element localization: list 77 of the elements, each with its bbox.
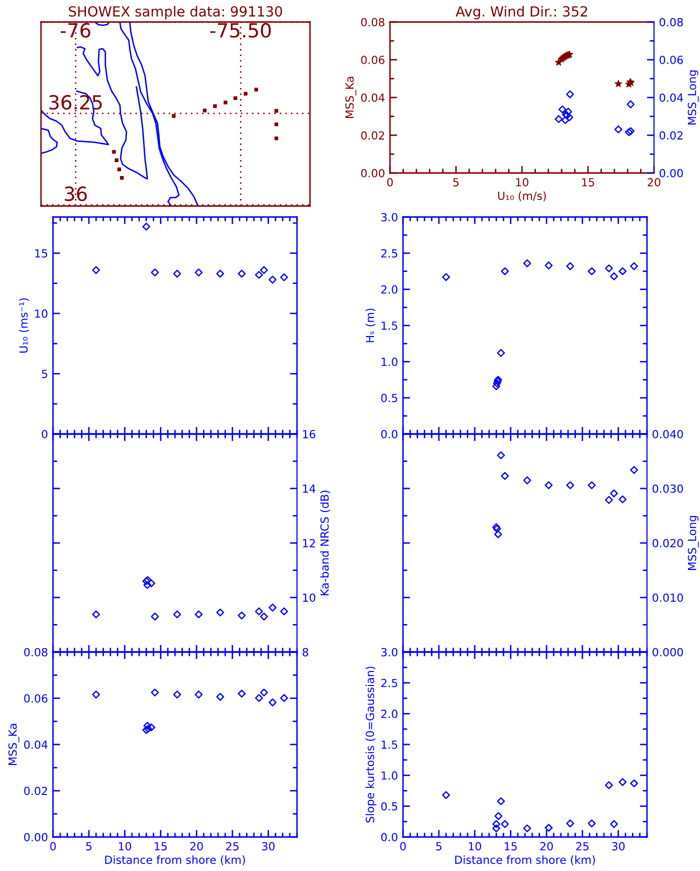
y2-tick-label: 16 xyxy=(303,430,316,438)
x-tick-label: 20 xyxy=(540,842,553,850)
y2-tick-label: 0.06 xyxy=(660,56,683,64)
y2-tick-label: 0.00 xyxy=(660,168,683,178)
y2-axis-title: MSS_Long xyxy=(688,516,699,570)
y-tick-label: 3.0 xyxy=(381,212,398,222)
x-tick-label: 0 xyxy=(50,842,56,850)
x-tick-label: 15 xyxy=(582,178,594,186)
y-tick-label: 0.04 xyxy=(361,93,385,102)
y-tick-label: 10 xyxy=(35,309,48,318)
y-tick-label: 0.02 xyxy=(361,131,384,140)
y2-tick-label: 0.020 xyxy=(652,538,683,548)
y-axis-title: Slope kurtosis (0=Gaussian) xyxy=(366,666,376,822)
y-axis-title: MSS_Ka xyxy=(8,724,20,765)
y2-tick-label: 0.000 xyxy=(652,648,683,656)
y-tick-label: 1.5 xyxy=(382,740,398,749)
y-tick-label: 15 xyxy=(35,249,48,258)
y-tick-label: 0 xyxy=(42,430,48,438)
y2-tick-label: 12 xyxy=(303,538,315,548)
y-tick-label: 2.5 xyxy=(381,249,398,258)
x-tick-label: 25 xyxy=(576,842,589,850)
y-tick-label: 0.08 xyxy=(24,648,48,656)
x-tick-label: 10 xyxy=(516,178,528,186)
y-tick-label: 0.04 xyxy=(24,740,48,749)
y2-tick-label: 0.010 xyxy=(652,593,683,602)
y-tick-label: 0.00 xyxy=(361,168,384,178)
x-tick-label: 0 xyxy=(400,842,406,850)
y-tick-label: 36 xyxy=(64,186,87,202)
x-axis-title: Distance from shore (km) xyxy=(105,855,245,866)
y-tick-label: 0.00 xyxy=(24,832,48,842)
y-tick-label: 2.0 xyxy=(381,710,398,718)
y2-tick-label: 8 xyxy=(302,648,308,656)
y-tick-label: 0.08 xyxy=(361,18,384,26)
y2-tick-label: 0.030 xyxy=(652,484,683,493)
y2-tick-label: 0.04 xyxy=(660,93,683,102)
y-tick-label: 5 xyxy=(42,370,48,378)
x-tick-label: 30 xyxy=(612,842,625,850)
y-tick-label: 0.06 xyxy=(361,56,384,64)
x-tick-label: 25 xyxy=(226,842,239,850)
x-tick-label: 10 xyxy=(118,842,132,850)
y-axis-title: U₁₀ (ms⁻¹) xyxy=(19,298,29,353)
y-tick-label: 1.0 xyxy=(382,771,398,780)
y-tick-label: 1.5 xyxy=(382,322,398,330)
y-tick-label: 0.0 xyxy=(381,832,398,842)
x-tick-label: 5 xyxy=(436,842,442,850)
y2-axis-title: Ka-band NRCS (dB) xyxy=(320,490,330,596)
x-tick-label: 15 xyxy=(154,842,167,850)
x-tick-label: -75.50 xyxy=(210,22,271,38)
y-tick-label: 0.5 xyxy=(381,394,398,402)
x-tick-label: 15 xyxy=(504,842,517,850)
y-tick-label: 0.02 xyxy=(24,786,48,796)
x-tick-label: 20 xyxy=(648,178,660,186)
y-axis-title: Hₛ (m) xyxy=(366,308,376,342)
x-tick-label: 5 xyxy=(86,842,92,850)
y2-tick-label: 0.040 xyxy=(652,430,683,438)
y2-tick-label: 0.08 xyxy=(660,18,683,26)
y-tick-label: 2.5 xyxy=(381,678,398,688)
y-axis-title: MSS_Ka xyxy=(345,76,356,118)
x-tick-label: -76 xyxy=(60,22,90,38)
x-tick-label: 10 xyxy=(468,842,482,850)
y-tick-label: 2.0 xyxy=(381,285,398,294)
y2-tick-label: 0.02 xyxy=(660,131,682,140)
y-tick-label: 0.0 xyxy=(381,430,398,438)
x-tick-label: 20 xyxy=(190,842,203,850)
chart-title: SHOWEX sample data: 991130 xyxy=(68,6,282,20)
x-axis-title: U₁₀ (m/s) xyxy=(498,191,546,202)
y-tick-label: 0.06 xyxy=(24,694,48,703)
x-tick-label: 5 xyxy=(453,178,459,186)
y-tick-label: 0.5 xyxy=(381,802,398,811)
x-tick-label: 30 xyxy=(262,842,275,850)
y2-axis-title: MSS_Long xyxy=(688,70,699,124)
y-tick-label: 1.0 xyxy=(382,358,398,366)
y2-tick-label: 14 xyxy=(303,484,316,493)
x-axis-title: Distance from shore (km) xyxy=(455,855,595,866)
y2-tick-label: 10 xyxy=(303,593,316,602)
chart-title: Avg. Wind Dir.: 352 xyxy=(456,6,588,20)
y-tick-label: 3.0 xyxy=(381,648,398,656)
